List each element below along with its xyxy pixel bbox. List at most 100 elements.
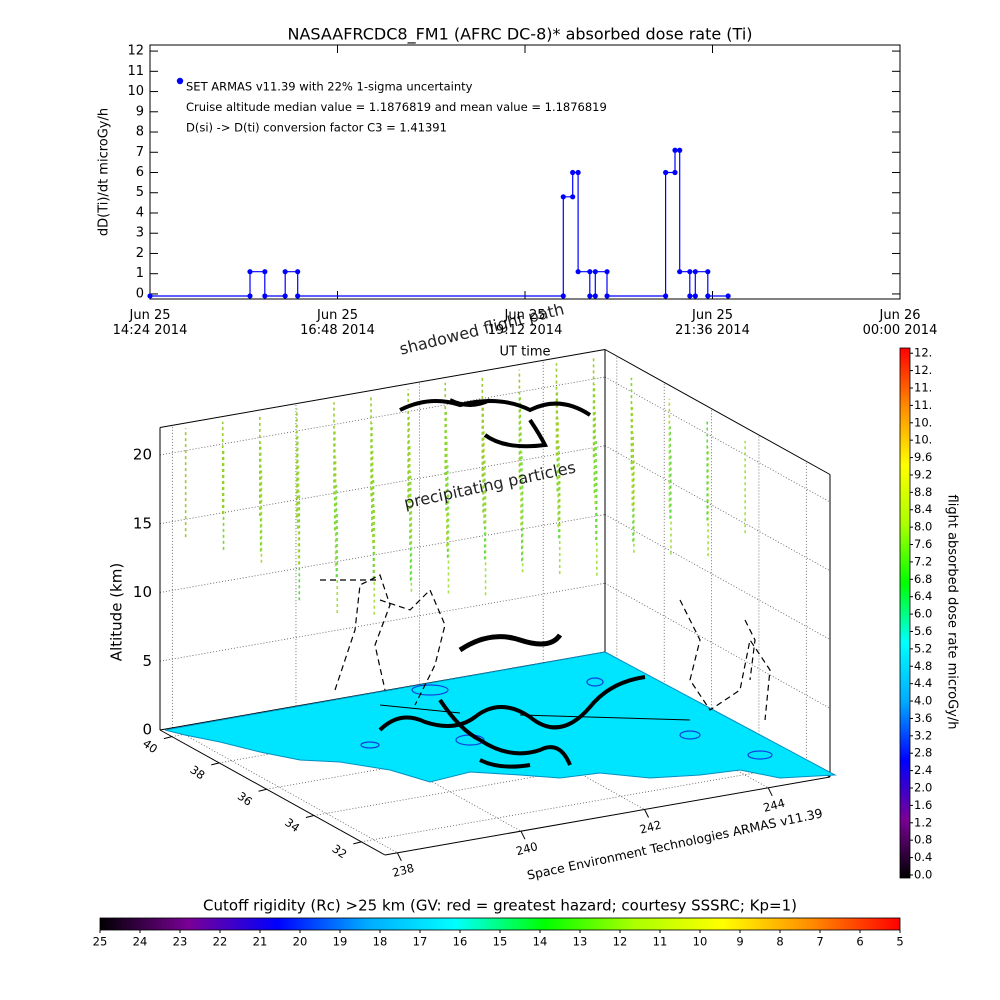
y-tick-label: 11 [127,64,144,79]
y-tick [163,736,172,740]
colorbar-tick-label: 5.6 [914,624,932,638]
data-point [147,293,153,299]
y-tick [353,841,362,845]
data-point [663,169,669,176]
data-point [247,293,253,299]
plot-3d-back: 0 5 10 15 20 238 240 242 244 40 38 36 34 32 [133,349,831,880]
colorbar-tick-label: 21 [253,935,268,949]
box-edge [159,729,386,856]
grid-line [159,514,606,593]
colorbar-tick-label: 2.4 [914,763,932,777]
z-axis-label: Altitude (km) [108,563,126,661]
colorbar-tick-label: 10 [693,935,708,949]
colorbar-label: Cutoff rigidity (Rc) >25 km (GV: red = g… [203,897,797,915]
colorbar-tick-label: 8.8 [914,485,932,499]
colorbar-tick-label: 18 [373,935,388,949]
colorbar-tick-label: 3.6 [914,711,932,725]
colorbar [99,917,901,931]
colorbar-tick-label: 22 [213,935,228,949]
y-tick-label: 38 [187,763,207,783]
colorbar-tick-label: 9.6 [914,450,932,464]
colorbar-tick-label: 11. [914,398,932,412]
ground-surface [164,651,837,783]
colorbar-tick-label: 1.2 [914,815,932,829]
y-tick-label: 40 [140,736,160,756]
data-point [570,194,576,200]
colorbar-tick-label: 0.4 [914,850,932,864]
y-tick-label: 2 [136,246,144,261]
colorbar-tick-label: 11. [914,381,932,395]
colorbar-tick-label: 17 [413,935,428,949]
x-tick-label: 238 [391,861,416,880]
data-point [592,269,598,275]
x-tick-label: Jun 25 14:24 2014 [113,308,188,338]
box-edge [604,349,831,475]
colorbar-tick-label: 10. [914,433,932,447]
data-point [575,169,581,176]
grid-line [604,376,831,503]
data-point [692,293,698,299]
colorbar-tick-label: 8 [776,935,783,949]
x-tick-label: Jun 25 16:48 2014 [300,308,375,338]
colorbar-tick-label: 3.2 [914,728,932,742]
y-tick-label: 9 [136,104,144,119]
data-point [570,169,576,176]
y-tick-label: 1 [136,266,144,281]
data-point [692,269,698,275]
data-point [677,147,683,153]
data-point [282,269,288,275]
y-tick-label: 34 [282,815,302,835]
colorbar-tick-label: 4.0 [914,694,932,708]
grid-line [604,514,831,640]
z-tick-label: 20 [133,446,152,464]
x-axis-label: UT time [500,345,551,360]
y-tick-label: 8 [136,125,144,140]
data-point [295,293,301,299]
colorbar-tick-label: 8.4 [914,502,932,516]
y-axis-label: dD(Ti)/dt microGy/h [97,108,112,236]
x-axis-label: Space Environment Technologies ARMAS v11… [526,805,824,882]
colorbar-tick-label: 11 [653,935,668,949]
annotation: SET ARMAS v11.39 with 22% 1-sigma uncert… [186,80,473,94]
y-tick-label: 7 [136,145,144,160]
data-point [705,293,711,299]
data-point [295,269,301,275]
y-tick [305,815,315,819]
colorbar-tick-label: 0.0 [914,867,932,881]
colorbar-label: flight absorbed dose rate microGy/h [945,495,960,730]
data-point [575,269,581,275]
data-point [687,293,693,299]
colorbar-tick-label: 2.0 [914,781,932,795]
z-tick-label: 15 [133,514,152,532]
colorbar-tick-label: 4.8 [914,659,932,673]
colorbar-tick-label: 12 [613,935,628,949]
data-point [592,293,598,299]
y-tick-label: 36 [235,789,255,809]
data-point [725,293,731,299]
colorbar-tick-label: 12. [914,363,932,377]
colorbar-tick-label: 9.2 [914,467,932,481]
colorbar-tick-label: 7 [816,935,823,949]
data-point [262,269,268,275]
data-point [587,293,593,299]
colorbar-tick-label: 16 [453,935,468,949]
colorbar-tick-label: 12. [914,346,932,360]
grid-line [604,445,831,572]
colorbar-tick-label: 8.0 [914,520,932,534]
x-tick-label: Jun 25 21:36 2014 [675,308,750,338]
colorbar-tick-label: 4.4 [914,676,932,690]
y-tick-label: 12 [127,44,144,59]
colorbar-tick-label: 23 [173,935,188,949]
data-point [672,169,678,176]
data-point [677,269,683,275]
x-tick-label: Jun 26 00:00 2014 [863,308,938,338]
data-point [604,269,610,275]
chart-title: NASAAFRCDC8_FM1 (AFRC DC-8)* absorbed do… [288,25,753,45]
grid-line [604,582,831,709]
grid-line [159,582,606,662]
grid-line [159,445,606,525]
data-point [587,269,593,275]
data-line [150,149,729,297]
